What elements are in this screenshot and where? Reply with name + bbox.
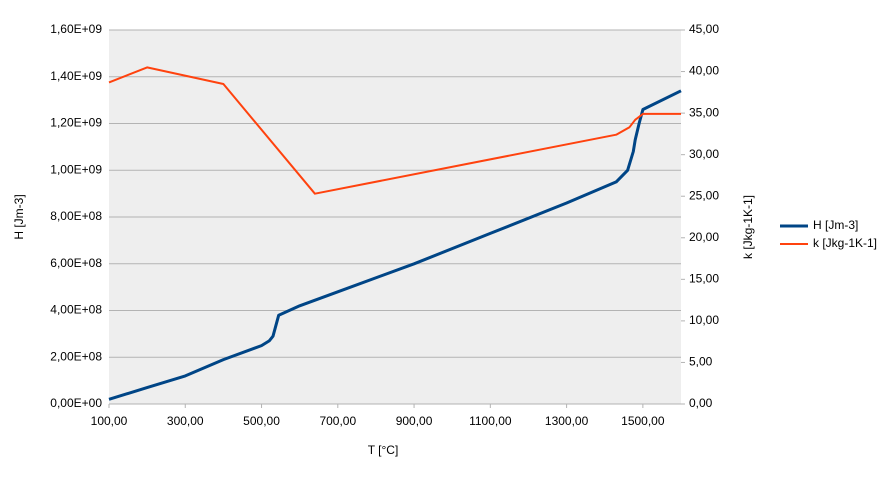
x-tick-label: 700,00: [319, 414, 356, 428]
x-tick-label: 1100,00: [469, 414, 512, 428]
y2-axis-title: k [Jkg-1K-1]: [741, 195, 755, 259]
y-tick-label: 8,00E+08: [50, 209, 102, 223]
y-tick-label: 2,00E+08: [50, 349, 102, 363]
y-tick-label: 6,00E+08: [50, 256, 102, 270]
y2-tick-label: 15,00: [689, 272, 719, 286]
y2-tick-label: 45,00: [689, 22, 719, 36]
x-tick-label: 1300,00: [545, 414, 589, 428]
x-tick-label: 1500,00: [621, 414, 665, 428]
y2-tick-label: 40,00: [689, 64, 719, 78]
x-tick-label: 500,00: [243, 414, 280, 428]
series-line: [108, 89, 682, 401]
y2-tick-label: 25,00: [689, 188, 719, 202]
y2-tick-label: 0,00: [689, 396, 713, 410]
x-tick-label: 100,00: [91, 414, 128, 428]
y2-tick-label: 30,00: [689, 147, 719, 161]
y-tick-label: 4,00E+08: [50, 303, 102, 317]
series-line: [108, 66, 681, 195]
legend-label: H [Jm-3]: [813, 218, 858, 232]
y2-tick-label: 10,00: [689, 313, 719, 327]
y-tick-label: 1,00E+09: [50, 162, 102, 176]
y-tick-label: 1,60E+09: [50, 22, 102, 36]
y2-tick-label: 20,00: [689, 230, 719, 244]
y-tick-label: 1,20E+09: [50, 116, 102, 130]
y2-tick-label: 35,00: [689, 105, 719, 119]
x-tick-label: 300,00: [167, 414, 204, 428]
y2-tick-label: 5,00: [689, 355, 713, 369]
y-axis-title: H [Jm-3]: [12, 194, 26, 239]
y-tick-label: 0,00E+00: [50, 396, 102, 410]
y-tick-label: 1,40E+09: [50, 69, 102, 83]
legend-label: k [Jkg-1K-1]: [813, 236, 877, 250]
x-axis-title: T [°C]: [368, 443, 399, 457]
x-tick-label: 900,00: [396, 414, 433, 428]
